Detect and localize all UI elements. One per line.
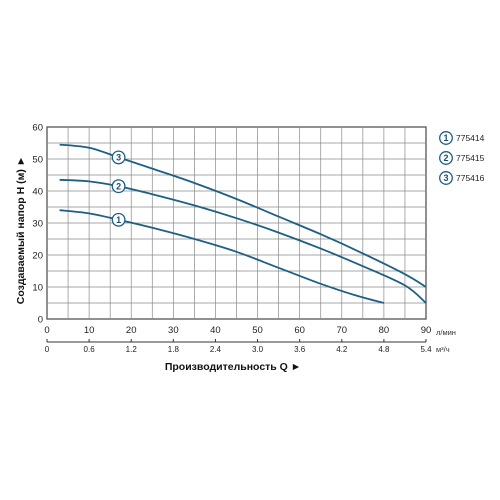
x2-tick-label: 3.6	[294, 345, 306, 354]
curve-marker-circle	[111, 179, 126, 194]
x-tick-label: 30	[168, 325, 179, 336]
legend-marker-label: 1	[443, 133, 448, 143]
curve-marker-label: 1	[116, 215, 121, 225]
legend-entry-label: 775415	[456, 153, 485, 163]
y-tick-label: 60	[32, 123, 43, 134]
x-unit-secondary: м³/ч	[436, 345, 450, 354]
x-tick-label: 40	[210, 325, 221, 336]
curve-marker-label: 3	[116, 153, 121, 163]
curve-marker-circle	[111, 212, 126, 227]
y-tick-label: 20	[32, 251, 43, 262]
legend-marker-label: 2	[443, 153, 448, 163]
x2-tick-label: 3.0	[252, 345, 264, 354]
x-tick-label: 0	[44, 325, 49, 336]
x2-tick-label: 0	[45, 345, 50, 354]
x-tick-label: 20	[126, 325, 137, 336]
y-tick-label: 10	[32, 283, 43, 294]
x-tick-label: 10	[84, 325, 95, 336]
curve-775415	[59, 178, 427, 304]
y-tick-label: 50	[32, 155, 43, 166]
legend-marker-circle	[439, 131, 453, 145]
x2-tick-label: 5.4	[420, 345, 432, 354]
y-tick-labels: 0 10 20 30 40 50 60	[32, 123, 43, 326]
y-tick-label: 0	[38, 315, 43, 326]
x-tick-label: 60	[294, 325, 305, 336]
curve-markers: 1 2 3	[111, 150, 126, 227]
pump-curves	[59, 143, 427, 304]
x-tick-label: 80	[379, 325, 390, 336]
x2-tick-label: 0.6	[84, 345, 96, 354]
y-tick-label: 30	[32, 219, 43, 230]
x2-tick-label: 1.2	[126, 345, 138, 354]
legend-marker-circle	[439, 171, 453, 185]
x-tick-label: 90	[421, 325, 432, 336]
x2-tick-label: 4.8	[378, 345, 390, 354]
grid	[46, 126, 427, 320]
x2-tick-label: 4.2	[336, 345, 348, 354]
curve-775416	[59, 143, 427, 288]
curve-775414	[59, 209, 385, 304]
y-axis-title: Создаваемый напор H (м) ►	[15, 156, 27, 304]
x-unit-primary: л/мин	[436, 328, 456, 337]
x2-tick-label: 2.4	[210, 345, 222, 354]
x-tick-label: 70	[336, 325, 347, 336]
legend-marker-circle	[439, 151, 453, 165]
x-axis-title: Производительность Q ►	[165, 361, 301, 373]
y-tick-label: 40	[32, 187, 43, 198]
x-tick-label: 50	[252, 325, 263, 336]
x-tick-labels: 0 10 20 30 40 50 60 70 80 90	[44, 325, 431, 336]
legend-marker-label: 3	[443, 173, 448, 183]
curve-marker-circle	[111, 150, 126, 165]
secondary-x-axis: 0 0.6 1.2 1.8 2.4 3.0 3.6 4.2 4.8 5.4	[45, 339, 432, 354]
legend-entry-label: 775414	[456, 133, 485, 143]
legend-entry-label: 775416	[456, 173, 485, 183]
curve-marker-label: 2	[116, 181, 121, 191]
x2-tick-label: 1.8	[168, 345, 180, 354]
legend: 1 775414 2 775415 3 775416	[439, 131, 485, 185]
